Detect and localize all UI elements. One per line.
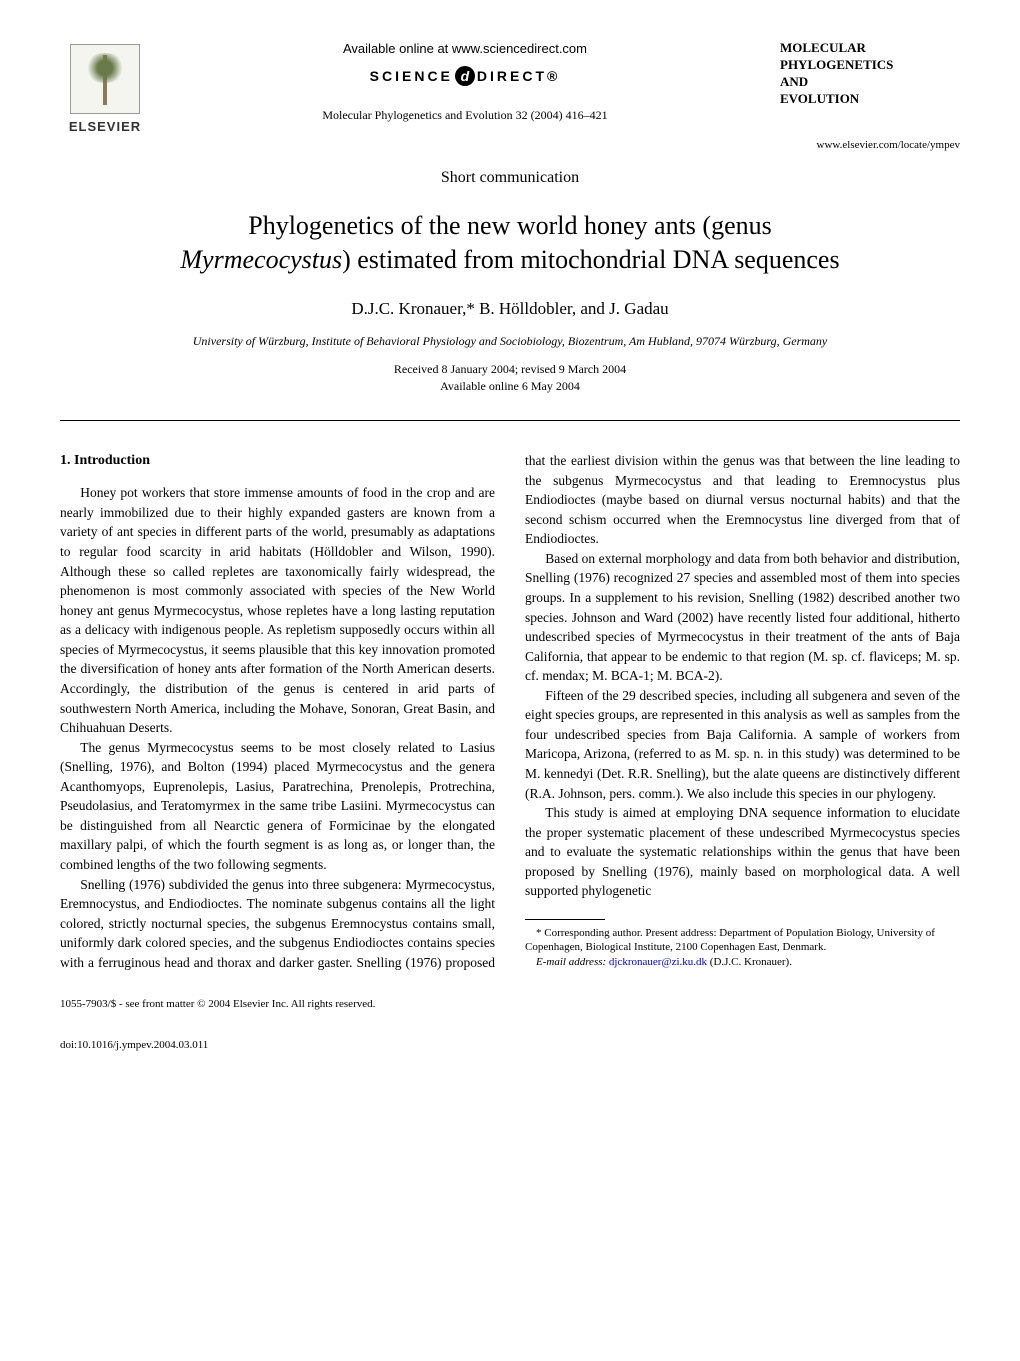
journal-name-line1: MOLECULAR [780, 40, 960, 57]
footnote-separator [525, 919, 605, 920]
body-columns: 1. Introduction Honey pot workers that s… [60, 451, 960, 972]
copyright-line: 1055-7903/$ - see front matter © 2004 El… [60, 997, 960, 1012]
paragraph-5: Fifteen of the 29 described species, inc… [525, 686, 960, 803]
publisher-name: ELSEVIER [69, 118, 141, 136]
email-label: E-mail address: [536, 956, 606, 968]
sd-suffix: DIRECT® [477, 68, 560, 84]
header-divider [60, 420, 960, 421]
sciencedirect-logo: SCIENCEdDIRECT® [170, 66, 760, 87]
corresponding-author-footnote: * Corresponding author. Present address:… [525, 926, 960, 955]
email-footnote: E-mail address: djckronauer@zi.ku.dk (D.… [525, 955, 960, 969]
affiliation: University of Würzburg, Institute of Beh… [60, 333, 960, 350]
article-section-type: Short communication [60, 167, 960, 189]
sd-prefix: SCIENCE [370, 68, 453, 84]
elsevier-tree-icon [70, 44, 140, 114]
journal-url: www.elsevier.com/locate/ympev [780, 138, 960, 152]
footnote-block: * Corresponding author. Present address:… [525, 919, 960, 969]
paragraph-6: This study is aimed at employing DNA seq… [525, 803, 960, 901]
paragraph-2: The genus Myrmecocystus seems to be most… [60, 738, 495, 875]
paragraph-1: Honey pot workers that store immense amo… [60, 483, 495, 737]
journal-name-line4: EVOLUTION [780, 91, 960, 108]
article-dates: Received 8 January 2004; revised 9 March… [60, 361, 960, 395]
authors: D.J.C. Kronauer,* B. Hölldobler, and J. … [60, 297, 960, 321]
available-date: Available online 6 May 2004 [440, 379, 580, 393]
article-title: Phylogenetics of the new world honey ant… [60, 209, 960, 277]
title-genus-italic: Myrmecocystus [180, 245, 342, 274]
paragraph-4: Based on external morphology and data fr… [525, 549, 960, 686]
section-1-heading: 1. Introduction [60, 451, 495, 471]
center-header: Available online at www.sciencedirect.co… [150, 40, 780, 124]
received-date: Received 8 January 2004; revised 9 March… [394, 362, 626, 376]
doi-line: doi:10.1016/j.ympev.2004.03.011 [60, 1038, 960, 1053]
journal-title-box: MOLECULAR PHYLOGENETICS AND EVOLUTION ww… [780, 40, 960, 152]
title-line1: Phylogenetics of the new world honey ant… [248, 211, 772, 240]
journal-name-line2: PHYLOGENETICS [780, 57, 960, 74]
sd-d-icon: d [455, 66, 475, 86]
header: ELSEVIER Available online at www.science… [60, 40, 960, 152]
available-online-text: Available online at www.sciencedirect.co… [170, 40, 760, 58]
email-link[interactable]: djckronauer@zi.ku.dk [609, 956, 707, 968]
title-line2-rest: ) estimated from mitochondrial DNA seque… [342, 245, 839, 274]
journal-reference: Molecular Phylogenetics and Evolution 32… [170, 107, 760, 124]
publisher-logo: ELSEVIER [60, 40, 150, 140]
journal-name-line3: AND [780, 74, 960, 91]
email-person: (D.J.C. Kronauer). [710, 956, 792, 968]
